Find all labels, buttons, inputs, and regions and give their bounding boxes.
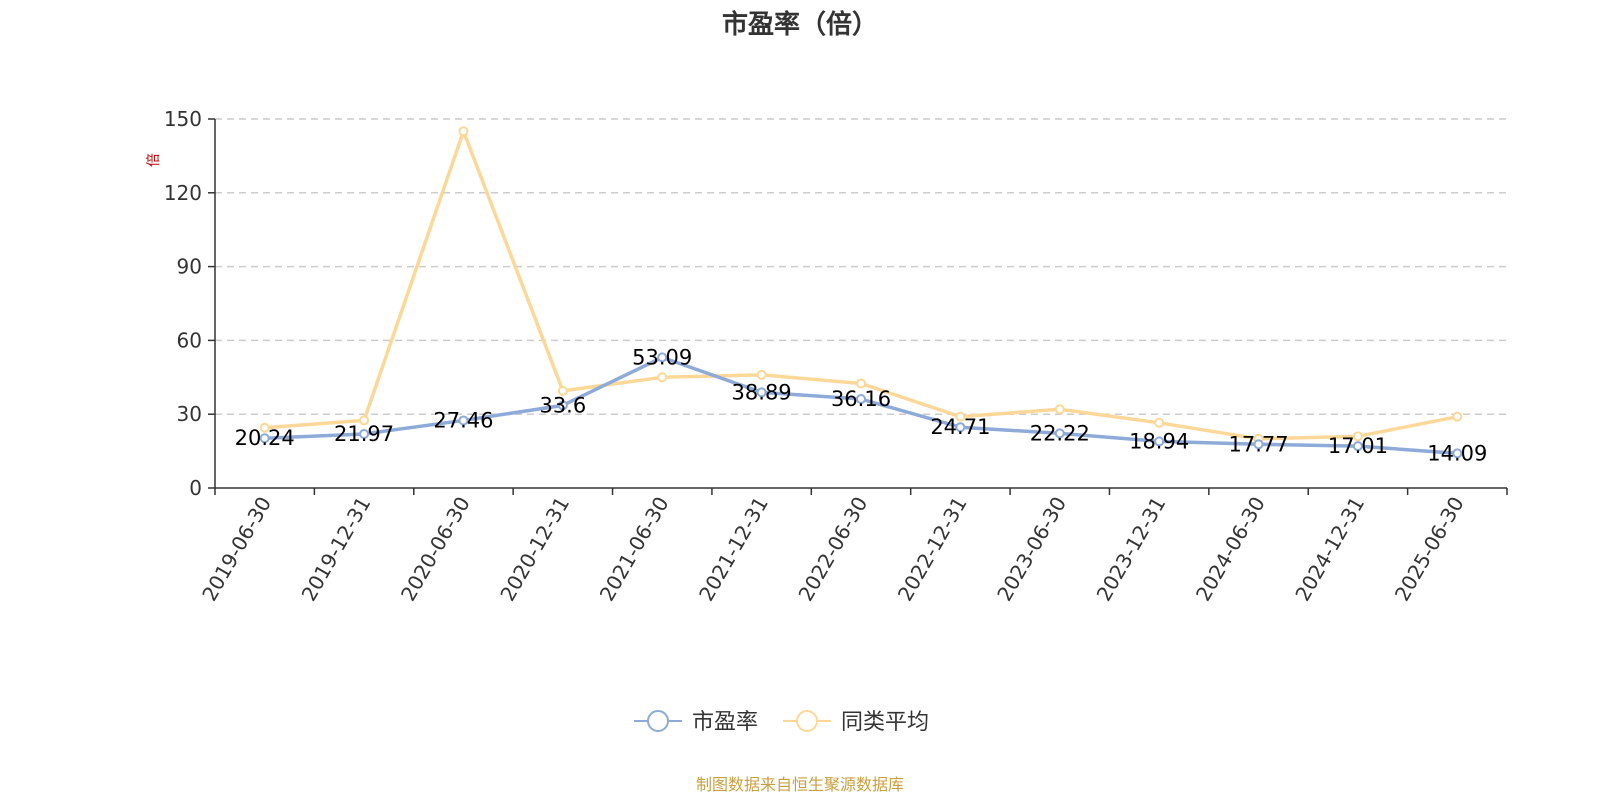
x-tick-label: 2022-12-31 xyxy=(893,493,972,606)
x-tick-label: 2019-12-31 xyxy=(297,493,376,606)
data-label: 27.46 xyxy=(433,408,493,432)
x-tick-label: 2025-06-30 xyxy=(1390,493,1469,606)
data-label: 36.16 xyxy=(831,387,891,411)
series-point xyxy=(756,369,767,380)
series-point xyxy=(1352,441,1363,452)
series-point xyxy=(756,387,767,398)
data-label: 33.6 xyxy=(539,393,586,417)
data-labels: 20.24 21.97 27.46 33.6 53.09 38.89 36.16 24.71 2… xyxy=(235,345,1488,465)
series-point xyxy=(856,394,866,405)
legend-marker xyxy=(796,710,818,732)
series-point xyxy=(1054,404,1065,415)
chart-title: 市盈率（倍） xyxy=(722,9,878,40)
x-tick-label: 2022-06-30 xyxy=(793,493,872,606)
x-tick-label: 2021-12-31 xyxy=(694,493,773,606)
y-tick-label: 120 xyxy=(164,181,202,205)
series-point xyxy=(1452,411,1463,422)
y-tick-label: 150 xyxy=(164,107,202,131)
data-label: 22.22 xyxy=(1030,421,1090,445)
series-point xyxy=(1154,436,1165,447)
x-tick-label: 2023-12-31 xyxy=(1092,493,1171,606)
series-point xyxy=(359,415,370,426)
legend-label: 同类平均 xyxy=(841,710,929,735)
series-point xyxy=(259,422,270,433)
data-label: 17.01 xyxy=(1328,434,1388,458)
series-point xyxy=(1352,431,1363,442)
y-tick-label: 60 xyxy=(177,328,202,352)
data-label: 17.77 xyxy=(1228,432,1288,456)
series-point xyxy=(259,433,270,444)
x-tick-label: 2024-06-30 xyxy=(1191,493,1270,606)
series-point xyxy=(1154,417,1165,428)
legend: 市盈率 同类平均 xyxy=(634,710,929,735)
series-point xyxy=(955,422,966,433)
x-tick-label: 2024-12-31 xyxy=(1290,493,1369,606)
x-tick-labels: 2019-06-30 2019-12-31 2020-06-30 2020-12-31… xyxy=(197,493,1469,606)
data-label: 24.71 xyxy=(930,415,990,439)
series-point xyxy=(1054,428,1065,439)
series-point xyxy=(359,428,370,439)
series-point xyxy=(557,400,568,411)
legend-item[interactable]: 同类平均 xyxy=(783,710,929,735)
x-tick-label: 2021-06-30 xyxy=(595,493,674,606)
data-label: 18.94 xyxy=(1129,429,1189,453)
source-note: 制图数据来自恒生聚源数据库 xyxy=(696,775,904,794)
data-label: 21.97 xyxy=(334,422,394,446)
y-axis-label: 倍 xyxy=(146,153,162,167)
gridlines xyxy=(215,118,1507,415)
x-tick-label: 2019-06-30 xyxy=(197,493,276,606)
series-point xyxy=(458,126,469,137)
y-tick-label: 90 xyxy=(177,255,202,279)
y-tick-label: 0 xyxy=(189,476,202,500)
series-point xyxy=(955,411,966,422)
data-label: 53.09 xyxy=(632,345,692,369)
x-tick-label: 2023-06-30 xyxy=(992,493,1071,606)
legend-marker xyxy=(647,710,669,732)
series-point xyxy=(856,378,866,389)
y-tick-labels: 0 30 60 90 120 150 xyxy=(164,107,202,500)
x-tick-label: 2020-12-31 xyxy=(495,493,574,606)
series-point xyxy=(657,372,668,383)
legend-item[interactable]: 市盈率 xyxy=(634,710,758,735)
series-point xyxy=(657,352,668,363)
axes xyxy=(208,118,1508,495)
series-point xyxy=(458,415,469,426)
x-tick-label: 2020-06-30 xyxy=(396,493,475,606)
data-label: 14.09 xyxy=(1427,441,1487,465)
data-label: 20.24 xyxy=(235,426,295,450)
data-label: 38.89 xyxy=(732,380,792,404)
series-point xyxy=(1253,439,1264,450)
y-tick-label: 30 xyxy=(177,402,202,426)
legend-label: 市盈率 xyxy=(692,710,758,735)
series-point xyxy=(557,385,568,396)
series-point xyxy=(1452,448,1463,459)
series-layer xyxy=(259,126,1463,459)
